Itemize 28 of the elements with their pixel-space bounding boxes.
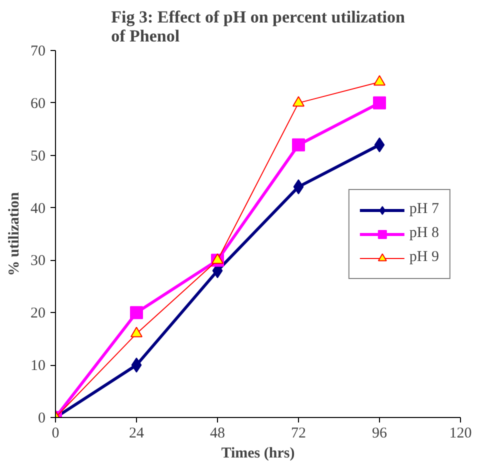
point [374,137,385,152]
y-tick-label: 20 [30,306,46,322]
y-tick-label: 10 [30,358,46,374]
point [130,306,143,320]
y-tick-label: 0 [38,410,46,426]
y-tick-label: 30 [30,253,46,270]
legend-label: pH 8 [409,225,439,242]
point [131,358,142,373]
y-tick-label: 40 [30,200,46,217]
x-tick-label: 48 [210,426,225,442]
chart-title: Fig 3: Effect of pH on percent utilization of Phenol [111,8,406,46]
x-tick-label: 72 [291,426,306,442]
point [292,138,305,152]
point [292,96,304,107]
point [373,96,386,110]
y-tick-label: 50 [30,148,46,164]
y-tick-label: 70 [30,44,46,60]
y-tick-label: 60 [30,96,46,112]
point [374,75,386,86]
x-tick-label: 96 [372,426,388,442]
x-tick-label: 24 [129,426,144,442]
point [293,179,304,194]
legend-label: pH 7 [409,201,439,218]
legend-label: pH 9 [409,249,439,266]
x-axis-title: Times (hrs) [221,446,295,462]
x-tick-label: 0 [52,426,60,442]
x-tick-label: 120 [449,426,472,442]
y-axis-title: % utilization [6,191,22,276]
